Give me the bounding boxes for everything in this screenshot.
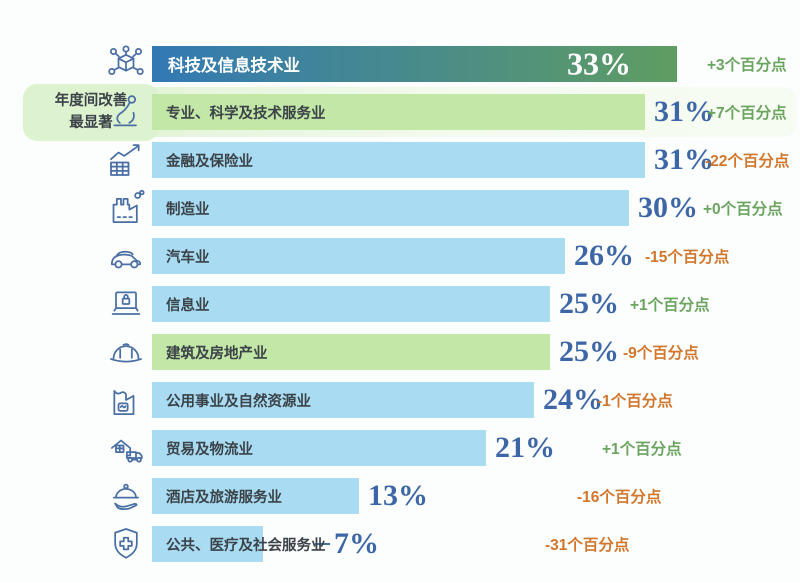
warehouse-truck-icon — [0, 428, 152, 468]
value-label: 21% — [495, 431, 555, 464]
microscope-icon — [0, 92, 152, 132]
change-label: +1个百分点 — [630, 297, 710, 314]
value-label: 26% — [574, 239, 634, 272]
chart-row: 科技及信息技术业 33% +3个百分点 — [0, 40, 800, 88]
factory-icon — [0, 188, 152, 228]
industry-bar: 建筑及房地产业 — [152, 334, 550, 370]
chart-row: 汽车业 26% -15个百分点 — [0, 232, 800, 280]
change-label: -9个百分点 — [623, 345, 699, 362]
value-label: 31% — [654, 95, 714, 128]
chart-row: 酒店及旅游服务业 13% -16个百分点 — [0, 472, 800, 520]
change-label: -31个百分点 — [545, 537, 630, 554]
industry-label: 贸易及物流业 — [166, 441, 253, 458]
chart-row: 公共、医疗及社会服务业 7% -31个百分点 — [0, 520, 800, 568]
chart-row: 金融及保险业 31% -22个百分点 — [0, 136, 800, 184]
chart-row: 制造业 30% +0个百分点 — [0, 184, 800, 232]
industry-bar: 金融及保险业 — [152, 142, 645, 178]
change-label: +0个百分点 — [703, 201, 783, 218]
industry-bar: 汽车业 — [152, 238, 565, 274]
industry-label: 信息业 — [166, 297, 210, 314]
improvement-callout: 年度间改善 最显著 — [23, 84, 159, 141]
industry-bar: 信息业 — [152, 286, 550, 322]
callout-line2: 最显著 — [69, 114, 113, 131]
industry-label: 汽车业 — [166, 249, 210, 266]
leader-line — [315, 543, 330, 545]
value-label: 33% — [567, 45, 631, 82]
value-label: 13% — [368, 479, 428, 512]
industry-label: 专业、科学及技术服务业 — [166, 105, 326, 122]
industry-bar: 专业、科学及技术服务业 — [152, 94, 645, 130]
industry-label: 公共、医疗及社会服务业 — [166, 537, 326, 554]
car-icon — [0, 236, 152, 276]
hard-hat-icon — [0, 332, 152, 372]
industry-bar: 酒店及旅游服务业 — [152, 478, 359, 514]
change-label: -15个百分点 — [645, 249, 730, 266]
chart-row: 公用事业及自然资源业 24% -1个百分点 — [0, 376, 800, 424]
value-label: 25% — [559, 287, 619, 320]
industry-bar: 制造业 — [152, 190, 629, 226]
change-label: +1个百分点 — [602, 441, 682, 458]
industry-bar: 科技及信息技术业 33% — [152, 46, 677, 82]
value-label: 24% — [543, 383, 603, 416]
industry-bar: 公用事业及自然资源业 — [152, 382, 534, 418]
chart-rows: 科技及信息技术业 33% +3个百分点 专业、科学及技术服务业 31% +7个百分点 金融及… — [0, 40, 800, 568]
industry-label: 公用事业及自然资源业 — [166, 393, 311, 410]
shield-cross-icon — [0, 524, 152, 564]
industry-bar: 贸易及物流业 — [152, 430, 486, 466]
change-label: +3个百分点 — [707, 57, 787, 74]
laptop-lock-icon — [0, 284, 152, 324]
chart-row: 信息业 25% +1个百分点 — [0, 280, 800, 328]
callout-line1: 年度间改善 — [54, 93, 128, 110]
industry-label: 建筑及房地产业 — [166, 345, 268, 362]
cloche-hand-icon — [0, 476, 152, 516]
value-label: 7% — [334, 527, 379, 560]
utility-factory-icon — [0, 380, 152, 420]
chart-row: 专业、科学及技术服务业 31% +7个百分点 — [0, 88, 800, 136]
change-label: -22个百分点 — [705, 153, 790, 170]
change-label: +7个百分点 — [707, 105, 787, 122]
growth-chart-icon — [0, 140, 152, 180]
industry-bar: 公共、医疗及社会服务业 — [152, 526, 326, 562]
industry-label: 金融及保险业 — [166, 153, 253, 170]
chart-row: 建筑及房地产业 25% -9个百分点 — [0, 328, 800, 376]
change-label: -1个百分点 — [597, 393, 673, 410]
industry-label: 制造业 — [166, 201, 210, 218]
value-label: 30% — [638, 191, 698, 224]
industry-label: 科技及信息技术业 — [168, 57, 300, 75]
value-label: 25% — [559, 335, 619, 368]
value-label: 31% — [654, 143, 714, 176]
change-label: -16个百分点 — [577, 489, 662, 506]
industry-label: 酒店及旅游服务业 — [166, 489, 282, 506]
chart-row: 贸易及物流业 21% +1个百分点 — [0, 424, 800, 472]
tech-network-icon — [0, 44, 152, 84]
